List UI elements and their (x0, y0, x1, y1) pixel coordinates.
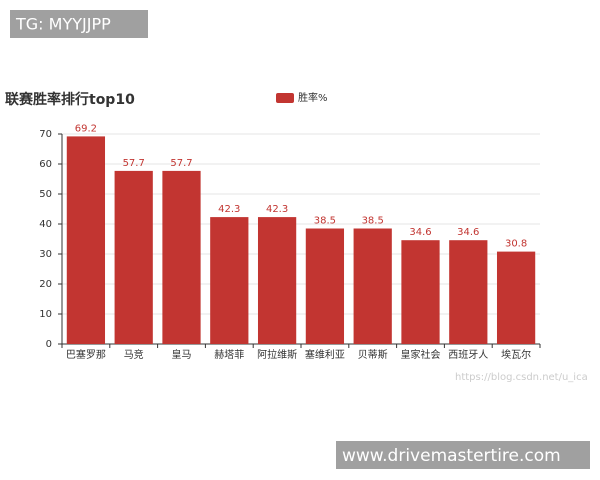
watermark: https://blog.csdn.net/u_ica (455, 372, 588, 383)
y-tick-label: 0 (46, 339, 52, 350)
value-label: 30.8 (505, 239, 527, 250)
x-tick-label: 皇马 (172, 348, 192, 361)
bar (257, 217, 297, 344)
bar (401, 240, 440, 344)
y-tick-label: 30 (39, 249, 52, 260)
bar (114, 170, 153, 344)
x-tick-label: 皇家社会 (401, 348, 441, 361)
x-tick-label: 赫塔菲 (214, 348, 244, 361)
legend-label: 胜率% (298, 91, 328, 104)
value-label: 42.3 (266, 204, 288, 215)
y-tick-label: 40 (39, 219, 52, 230)
value-label: 57.7 (123, 158, 145, 169)
bar (449, 240, 488, 344)
bar (66, 136, 106, 344)
x-tick-label: 埃瓦尔 (501, 348, 531, 361)
value-label: 69.2 (75, 123, 97, 134)
value-label: 42.3 (218, 204, 240, 215)
y-tick-label: 50 (39, 189, 52, 200)
chart-title: 联赛胜率排行top10 (5, 91, 135, 108)
x-tick-label: 塞维利亚 (305, 348, 345, 361)
y-tick-label: 70 (39, 129, 52, 140)
x-tick-label: 巴塞罗那 (66, 348, 106, 361)
overlay-box (336, 441, 590, 469)
x-tick-label: 西班牙人 (448, 349, 488, 361)
x-tick-label: 马竞 (124, 348, 144, 361)
bar (305, 228, 345, 344)
value-label: 38.5 (362, 216, 384, 227)
bar (210, 217, 249, 344)
value-label: 34.6 (409, 227, 431, 238)
overlay-box (10, 10, 148, 38)
bar (162, 170, 201, 344)
bar (496, 251, 536, 344)
x-tick-label: 阿拉维斯 (257, 348, 297, 361)
x-tick-label: 贝蒂斯 (358, 348, 388, 361)
y-tick-label: 20 (39, 279, 52, 290)
value-label: 57.7 (170, 158, 192, 169)
y-tick-label: 60 (39, 159, 52, 170)
bar (353, 228, 392, 344)
y-tick-label: 10 (39, 309, 52, 320)
legend-swatch (276, 93, 294, 103)
overlay-text: TG: MYYJJPP (15, 15, 111, 34)
overlay-text: www.drivemastertire.com (342, 446, 561, 466)
value-label: 38.5 (314, 216, 336, 227)
value-label: 34.6 (457, 227, 479, 238)
